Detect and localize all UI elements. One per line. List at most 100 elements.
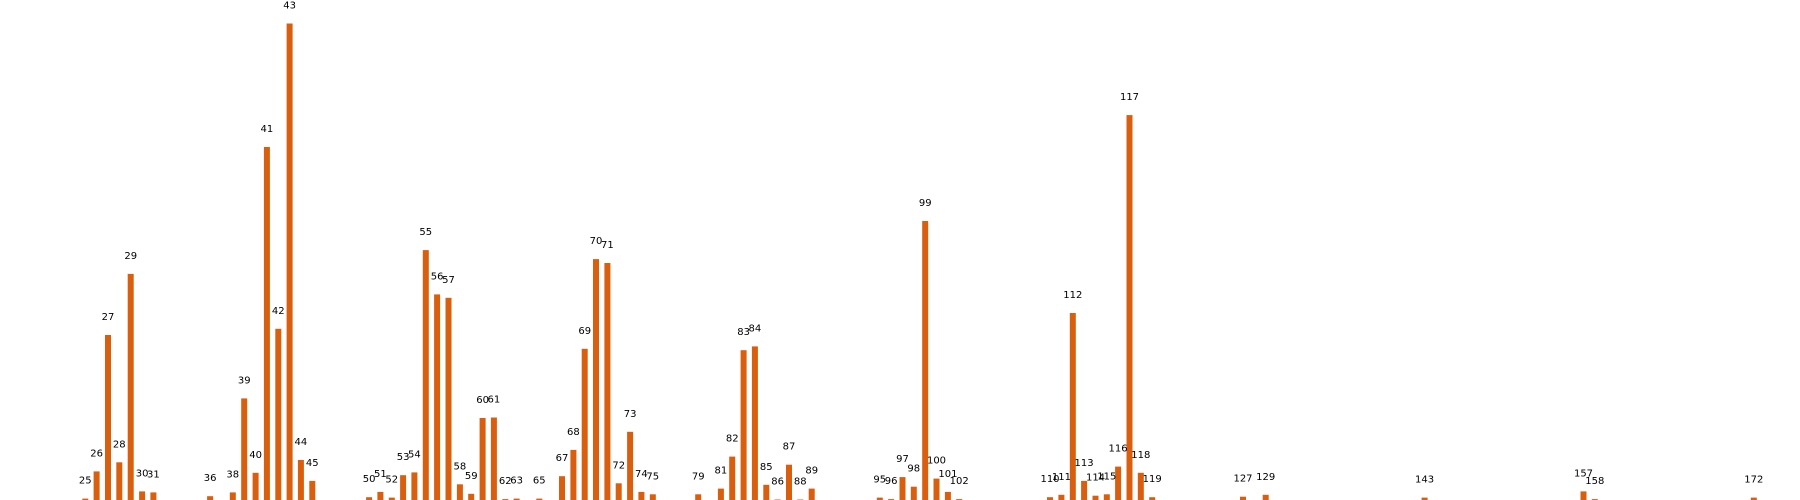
bar-label-68: 68 (567, 427, 580, 438)
bar-label-25: 25 (79, 476, 92, 487)
bar-label-72: 72 (612, 460, 625, 471)
bar-111 (1058, 494, 1065, 500)
bar-label-71: 71 (601, 240, 614, 251)
bar-172 (1750, 497, 1757, 500)
bar-119 (1149, 497, 1156, 500)
bar-114 (1092, 495, 1099, 500)
bar-label-60: 60 (476, 395, 489, 406)
bar-label-58: 58 (454, 461, 467, 472)
bar-label-36: 36 (204, 473, 217, 484)
bar-label-79: 79 (692, 471, 705, 482)
bar-label-67: 67 (556, 453, 569, 464)
bar-38 (229, 492, 236, 500)
bar-89 (808, 488, 815, 500)
bar-label-69: 69 (578, 326, 591, 337)
bar-79 (695, 494, 702, 500)
bar-label-42: 42 (272, 306, 285, 317)
bar-56 (434, 294, 441, 500)
bar-label-55: 55 (419, 227, 432, 238)
bar-69 (581, 348, 588, 500)
bar-label-101: 101 (938, 469, 957, 480)
bar-99 (922, 221, 929, 500)
bar-110 (1047, 497, 1053, 500)
bar-43 (286, 23, 293, 500)
bar-label-43: 43 (283, 1, 296, 12)
bar-label-97: 97 (896, 454, 909, 465)
bar-53 (400, 475, 407, 500)
bar-label-62: 62 (499, 476, 512, 487)
bar-28 (116, 462, 123, 500)
bar-label-172: 172 (1744, 475, 1763, 486)
bar-label-110: 110 (1040, 474, 1059, 485)
bar-label-85: 85 (760, 462, 773, 473)
bar-label-75: 75 (646, 471, 659, 482)
bar-27 (105, 335, 111, 500)
bar-label-44: 44 (295, 437, 308, 448)
bar-127 (1240, 496, 1246, 500)
bar-label-50: 50 (363, 474, 376, 485)
bar-42 (275, 328, 282, 500)
bar-75 (649, 494, 656, 500)
bar-label-96: 96 (885, 476, 898, 487)
bar-85 (763, 484, 770, 500)
bar-label-117: 117 (1120, 92, 1139, 103)
bar-label-26: 26 (90, 448, 103, 459)
bar-29 (127, 273, 134, 500)
bar-30 (139, 491, 146, 500)
bar-label-118: 118 (1131, 450, 1150, 461)
bar-100 (933, 478, 940, 500)
bar-112 (1069, 313, 1076, 500)
bar-label-31: 31 (147, 469, 160, 480)
bar-label-83: 83 (737, 327, 750, 338)
bar-label-127: 127 (1233, 474, 1252, 485)
bar-58 (456, 484, 463, 500)
bar-44 (297, 460, 304, 500)
bar-40 (252, 472, 259, 500)
bar-label-119: 119 (1143, 474, 1162, 485)
bar-label-84: 84 (749, 323, 762, 334)
bar-label-157: 157 (1574, 468, 1593, 479)
bar-label-143: 143 (1415, 475, 1434, 486)
bar-50 (366, 497, 373, 500)
bar-label-52: 52 (385, 475, 398, 486)
bar-label-112: 112 (1063, 290, 1082, 301)
bar-157 (1580, 491, 1587, 500)
bar-97 (899, 477, 906, 500)
bar-25 (82, 498, 89, 500)
bar-116 (1115, 466, 1122, 500)
bar-74 (638, 491, 645, 500)
bar-143 (1421, 497, 1428, 500)
bar-label-73: 73 (624, 409, 637, 420)
bar-label-61: 61 (488, 395, 501, 406)
bar-113 (1081, 480, 1088, 500)
bar-label-114: 114 (1086, 473, 1105, 484)
bar-label-102: 102 (950, 476, 969, 487)
bar-label-41: 41 (261, 124, 274, 135)
bar-81 (717, 488, 724, 500)
bar-39 (241, 398, 248, 500)
bar-label-65: 65 (533, 476, 546, 487)
bar-60 (479, 418, 486, 500)
bar-87 (786, 464, 792, 500)
bar-label-30: 30 (136, 468, 149, 479)
bar-label-70: 70 (590, 236, 603, 247)
bar-55 (422, 250, 429, 500)
bar-67 (559, 476, 565, 500)
bar-41 (263, 147, 270, 500)
bar-label-95: 95 (873, 475, 886, 486)
bar-31 (150, 492, 157, 500)
bar-label-116: 116 (1109, 444, 1128, 455)
bar-129 (1262, 494, 1269, 500)
bar-label-88: 88 (794, 477, 807, 488)
bar-84 (751, 346, 758, 500)
bar-label-82: 82 (726, 434, 739, 445)
bar-54 (411, 472, 418, 500)
bar-115 (1103, 494, 1110, 500)
bar-101 (944, 491, 951, 500)
bar-70 (593, 259, 599, 500)
bar-label-100: 100 (927, 456, 946, 467)
bar-95 (876, 497, 883, 500)
bar-52 (388, 497, 395, 500)
